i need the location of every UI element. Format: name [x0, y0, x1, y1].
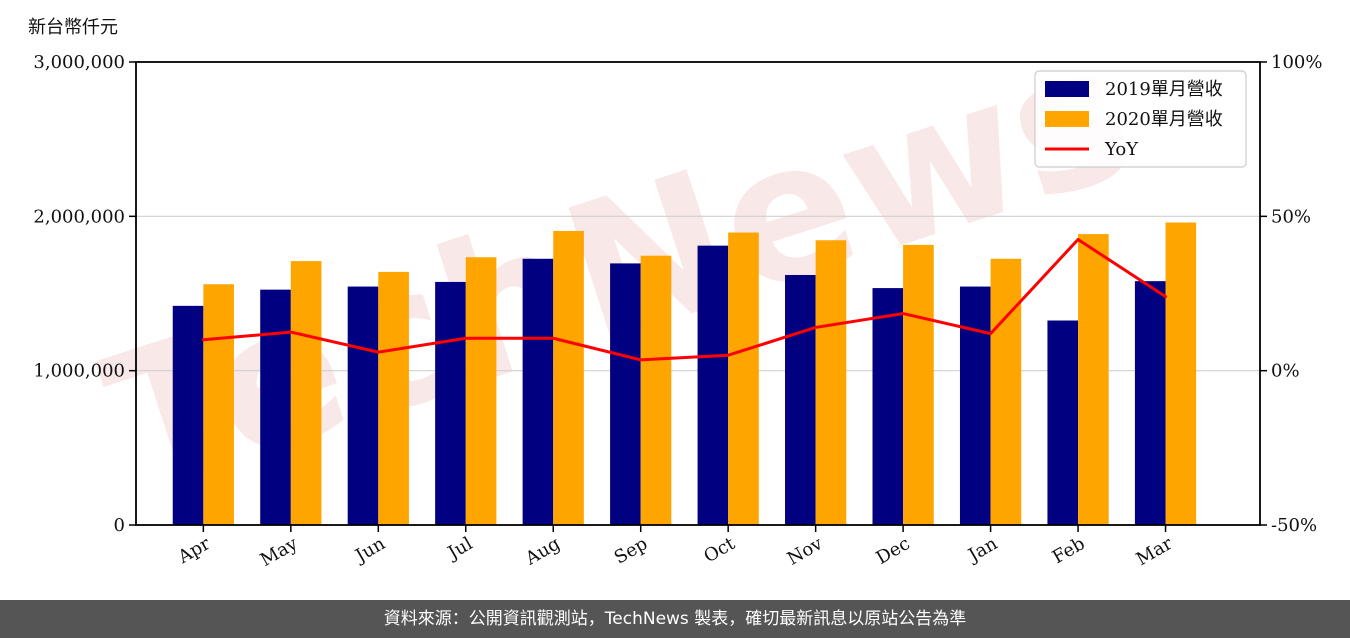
bar-2019單月營收-Oct: [697, 245, 729, 525]
x-tick-label: Feb: [1049, 533, 1089, 568]
y-right-tick-label: 50%: [1271, 206, 1311, 227]
bar-2019單月營收-Apr: [172, 305, 204, 525]
bars-layer: [172, 222, 1197, 526]
source-footer: 資料來源：公開資訊觀測站，TechNews 製表，確切最新訊息以原站公告為準: [0, 600, 1350, 638]
legend-label: YoY: [1104, 139, 1139, 160]
legend-swatch-2019單月營收: [1045, 81, 1089, 97]
bar-2020單月營收-Jun: [378, 271, 409, 525]
y-left-tick-label: 0: [114, 515, 125, 536]
bar-2019單月營收-Jun: [347, 286, 379, 525]
bar-2020單月營收-Dec: [903, 244, 934, 525]
x-tick-label: Mar: [1133, 533, 1177, 570]
y-right-tick-label: -50%: [1271, 515, 1317, 536]
bar-2020單月營收-Sep: [640, 255, 672, 525]
x-tick-label: May: [257, 533, 302, 571]
x-tick-label: Nov: [784, 533, 827, 570]
bar-2020單月營收-Jul: [465, 257, 497, 525]
bar-2020單月營收-Mar: [1165, 222, 1197, 526]
bar-2019單月營收-Mar: [1134, 281, 1166, 525]
plot-frame: [135, 61, 1261, 526]
bar-2020單月營收-Apr: [203, 284, 234, 525]
bar-2019單月營收-Dec: [872, 288, 904, 525]
x-tick-label: Jan: [963, 533, 1001, 567]
bar-2019單月營收-Feb: [1047, 320, 1079, 525]
x-tick-label: Aug: [521, 533, 564, 570]
bar-2019單月營收-Aug: [522, 258, 554, 525]
y-right-tick-label: 100%: [1271, 52, 1322, 73]
legend-swatch-2020單月營收: [1045, 111, 1089, 127]
line-layer: [201, 237, 1168, 362]
bar-2020單月營收-Oct: [728, 232, 759, 525]
x-tick-label: Jul: [443, 533, 477, 565]
x-tick-label: Oct: [700, 533, 739, 568]
y-left-tick-label: 2,000,000: [33, 206, 125, 227]
bar-2020單月營收-Nov: [815, 240, 847, 525]
bar-2020單月營收-Jan: [990, 258, 1022, 525]
bar-2020單月營收-Aug: [553, 230, 584, 525]
x-tick-label: Sep: [611, 533, 651, 568]
legend-label: 2020單月營收: [1105, 109, 1223, 130]
legend: 2019單月營收 2020單月營收 YoY: [1034, 70, 1247, 168]
yoy-line: [201, 237, 1168, 362]
y-right-tick-label: 0%: [1271, 361, 1300, 382]
bar-2020單月營收-Feb: [1078, 234, 1109, 525]
bar-2019單月營收-Nov: [785, 274, 816, 525]
chart: TechNews 01,000,0002,000,0003,000,000-50…: [28, 0, 1322, 571]
x-tick-label: Jun: [350, 533, 389, 568]
bar-2020單月營收-May: [290, 261, 322, 525]
x-tick-label: Apr: [174, 533, 214, 568]
bar-2019單月營收-May: [260, 289, 291, 525]
unit-label: 新台幣仟元: [28, 17, 118, 38]
x-tick-label: Dec: [873, 533, 914, 569]
bar-2019單月營收-Sep: [610, 263, 641, 525]
bar-2019單月營收-Jul: [435, 281, 466, 525]
y-left-tick-label: 3,000,000: [33, 52, 125, 73]
y-left-tick-label: 1,000,000: [33, 361, 125, 382]
bar-2019單月營收-Jan: [959, 286, 991, 525]
legend-label: 2019單月營收: [1105, 79, 1223, 100]
